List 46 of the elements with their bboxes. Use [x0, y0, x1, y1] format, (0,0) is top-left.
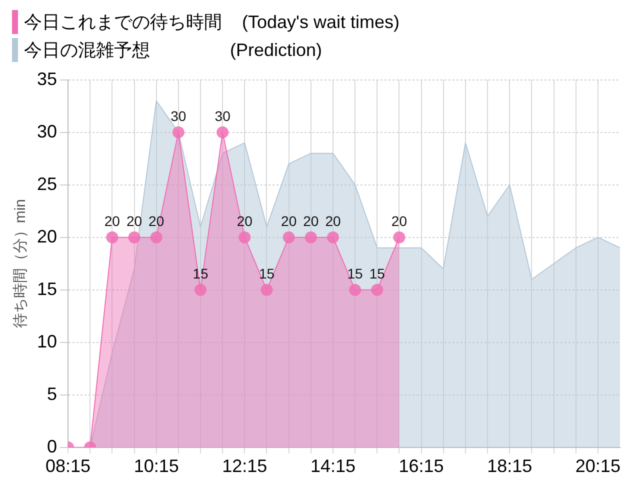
x-tick-label: 16:15 [398, 456, 444, 476]
data-label: 20 [325, 213, 341, 230]
x-tick-label: 12:15 [222, 456, 268, 476]
data-label: 30 [170, 108, 186, 124]
x-tick-label: 18:15 [487, 456, 532, 476]
x-tick-label: 10:15 [134, 456, 179, 476]
point [260, 284, 273, 296]
point [106, 231, 118, 244]
point [304, 231, 317, 244]
data-label: 15 [369, 266, 386, 282]
data-label: 20 [148, 213, 164, 230]
point [216, 126, 229, 138]
data-label: 30 [214, 108, 231, 124]
data-label: 20 [391, 213, 408, 230]
point [393, 231, 406, 244]
y-tick-label: 15 [36, 278, 58, 299]
data-label: 20 [236, 213, 253, 230]
point [326, 231, 339, 244]
y-tick-label: 35 [36, 68, 58, 89]
y-tick-label: 20 [36, 226, 58, 246]
data-label: 20 [303, 213, 319, 230]
y-tick-label: 0 [47, 436, 58, 456]
data-label: 20 [126, 213, 142, 230]
x-tick-label: 14:15 [310, 456, 356, 476]
point [238, 231, 251, 244]
y-tick-label: 25 [36, 174, 58, 194]
point [282, 231, 295, 244]
x-tick-label: 08:15 [46, 456, 91, 476]
data-label: 15 [347, 266, 364, 282]
x-tick-label: 20:15 [575, 456, 620, 476]
legend-label: 今日の混雑予想 (Prediction) [24, 39, 322, 62]
data-label: 15 [258, 266, 275, 282]
data-label: 15 [192, 266, 208, 282]
point [194, 284, 206, 296]
point [150, 231, 162, 244]
y-tick-label: 10 [36, 331, 58, 352]
y-axis-title: 待ち時間（分）min [12, 199, 30, 328]
point [371, 284, 384, 296]
point [128, 231, 140, 244]
point [349, 284, 362, 296]
y-tick-label: 5 [47, 384, 58, 404]
data-label: 20 [104, 213, 120, 230]
legend-label: 今日これまでの待ち時間 (Today's wait times) [24, 11, 400, 34]
data-label: 20 [281, 213, 297, 230]
y-tick-label: 30 [36, 121, 58, 142]
point [172, 126, 184, 138]
